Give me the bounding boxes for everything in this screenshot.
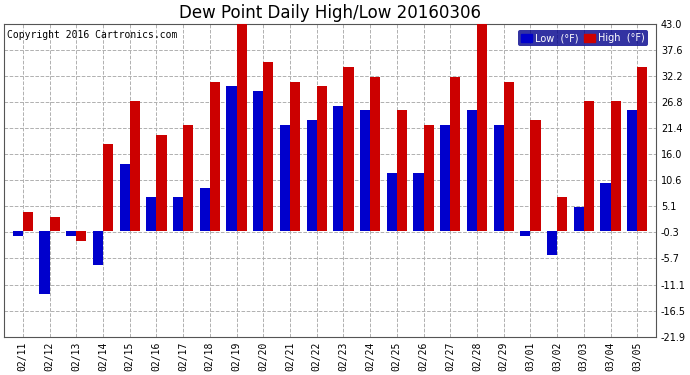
Bar bbox=[360, 111, 370, 231]
Bar bbox=[370, 77, 380, 231]
Bar bbox=[280, 125, 290, 231]
Bar bbox=[317, 86, 327, 231]
Bar bbox=[584, 101, 594, 231]
Bar bbox=[93, 231, 103, 265]
Bar bbox=[173, 197, 183, 231]
Bar bbox=[253, 91, 264, 231]
Bar bbox=[226, 86, 237, 231]
Bar bbox=[467, 111, 477, 231]
Bar bbox=[77, 231, 86, 241]
Bar bbox=[146, 197, 157, 231]
Bar bbox=[12, 231, 23, 236]
Bar bbox=[520, 231, 531, 236]
Bar bbox=[157, 135, 166, 231]
Bar bbox=[210, 82, 220, 231]
Bar bbox=[50, 216, 60, 231]
Bar bbox=[264, 62, 273, 231]
Bar bbox=[183, 125, 193, 231]
Bar bbox=[306, 120, 317, 231]
Bar bbox=[531, 120, 540, 231]
Bar bbox=[397, 111, 407, 231]
Bar bbox=[573, 207, 584, 231]
Bar bbox=[130, 101, 140, 231]
Bar bbox=[424, 125, 434, 231]
Bar bbox=[103, 144, 113, 231]
Bar bbox=[611, 101, 621, 231]
Bar bbox=[504, 82, 514, 231]
Bar bbox=[39, 231, 50, 294]
Bar bbox=[600, 183, 611, 231]
Bar bbox=[66, 231, 77, 236]
Bar bbox=[557, 197, 567, 231]
Legend: Low  (°F), High  (°F): Low (°F), High (°F) bbox=[518, 30, 648, 46]
Bar bbox=[547, 231, 557, 255]
Bar bbox=[290, 82, 300, 231]
Bar bbox=[386, 173, 397, 231]
Bar bbox=[344, 67, 353, 231]
Bar bbox=[333, 106, 344, 231]
Bar bbox=[451, 77, 460, 231]
Bar bbox=[493, 125, 504, 231]
Bar bbox=[119, 164, 130, 231]
Bar bbox=[23, 212, 33, 231]
Bar bbox=[199, 188, 210, 231]
Bar bbox=[627, 111, 638, 231]
Bar bbox=[440, 125, 451, 231]
Bar bbox=[477, 19, 487, 231]
Bar bbox=[237, 19, 247, 231]
Bar bbox=[638, 67, 647, 231]
Bar bbox=[413, 173, 424, 231]
Title: Dew Point Daily High/Low 20160306: Dew Point Daily High/Low 20160306 bbox=[179, 4, 481, 22]
Text: Copyright 2016 Cartronics.com: Copyright 2016 Cartronics.com bbox=[8, 30, 178, 40]
